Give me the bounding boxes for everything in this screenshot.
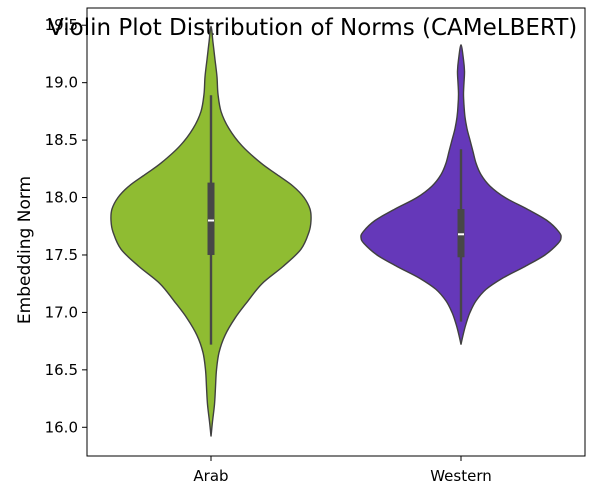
x-axis: Arab Western	[193, 456, 492, 485]
x-tick-label: Arab	[193, 467, 228, 485]
y-axis: 16.0 16.5 17.0 17.5 18.0 18.5 19.0 19.5	[45, 16, 87, 436]
y-tick-label: 19.0	[45, 74, 78, 92]
y-tick-label: 18.0	[45, 189, 78, 207]
iqr-box	[207, 182, 215, 255]
y-tick-label: 16.0	[45, 418, 78, 436]
violin-arab	[110, 25, 312, 437]
y-axis-label: Embedding Norm	[15, 176, 35, 324]
violin-western	[360, 44, 562, 345]
y-tick-label: 19.5	[45, 16, 78, 34]
plot-frame	[86, 7, 586, 457]
y-tick-label: 17.0	[45, 303, 78, 321]
violins-layer	[110, 25, 562, 437]
y-tick-label: 17.5	[45, 246, 78, 264]
x-tick-label: Western	[430, 467, 492, 485]
iqr-box	[457, 209, 465, 258]
chart-title: Violin Plot Distribution of Norms (CAMeL…	[48, 15, 577, 41]
y-tick-label: 16.5	[45, 361, 78, 379]
y-tick-label: 18.5	[45, 131, 78, 149]
